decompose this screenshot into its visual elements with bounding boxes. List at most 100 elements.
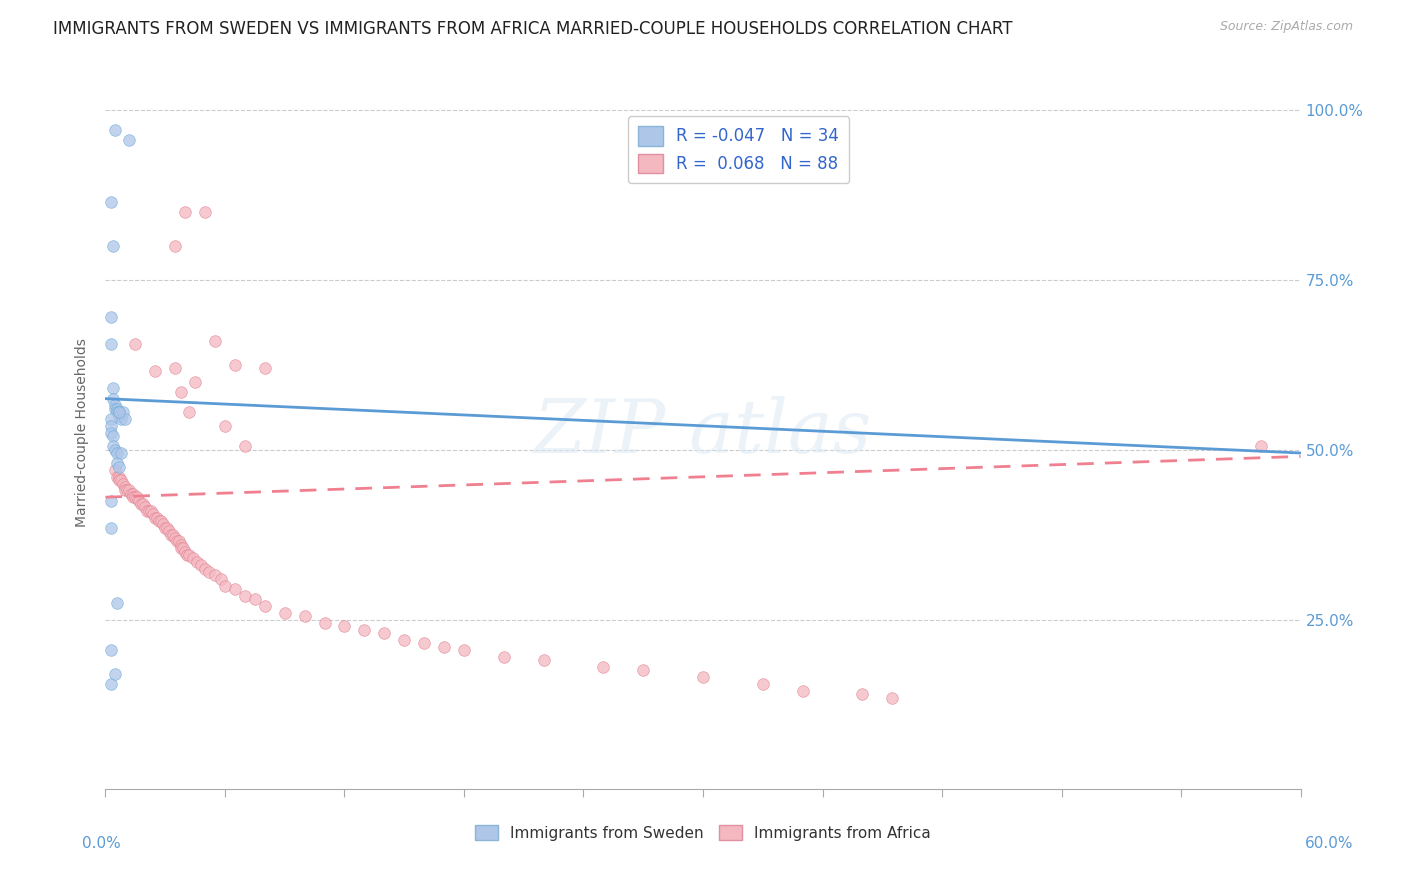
Point — [190, 558, 212, 573]
Point — [186, 555, 208, 569]
Point — [108, 405, 131, 419]
Point — [453, 643, 475, 657]
Point — [172, 541, 194, 556]
Point — [122, 490, 145, 504]
Point — [127, 490, 149, 504]
Point — [107, 446, 129, 460]
Point — [110, 446, 132, 460]
Point — [792, 684, 814, 698]
Point — [194, 204, 217, 219]
Point — [142, 507, 165, 521]
Point — [373, 626, 395, 640]
Point — [104, 399, 127, 413]
Point — [170, 538, 193, 552]
Point — [100, 194, 122, 209]
Point — [103, 439, 125, 453]
Point — [181, 551, 204, 566]
Point — [100, 643, 122, 657]
Legend: R = -0.047   N = 34, R =  0.068   N = 88: R = -0.047 N = 34, R = 0.068 N = 88 — [627, 116, 849, 183]
Text: IMMIGRANTS FROM SWEDEN VS IMMIGRANTS FROM AFRICA MARRIED-COUPLE HOUSEHOLDS CORRE: IMMIGRANTS FROM SWEDEN VS IMMIGRANTS FRO… — [53, 20, 1012, 37]
Point — [224, 582, 246, 596]
Point — [114, 483, 136, 498]
Point — [243, 592, 266, 607]
Point — [117, 483, 139, 498]
Point — [174, 204, 197, 219]
Point — [104, 401, 127, 416]
Point — [170, 384, 193, 399]
Point — [204, 568, 226, 582]
Point — [104, 442, 127, 457]
Point — [107, 470, 129, 484]
Point — [167, 534, 190, 549]
Point — [108, 405, 131, 419]
Point — [108, 473, 131, 487]
Point — [692, 670, 714, 684]
Point — [314, 615, 336, 630]
Point — [198, 565, 221, 579]
Point — [273, 606, 295, 620]
Point — [214, 578, 236, 592]
Point — [392, 632, 416, 647]
Point — [124, 337, 146, 351]
Point — [110, 473, 132, 487]
Point — [194, 561, 217, 575]
Point — [148, 514, 170, 528]
Point — [114, 480, 136, 494]
Point — [157, 524, 180, 538]
Point — [104, 123, 127, 137]
Point — [413, 636, 436, 650]
Text: ZIP atlas: ZIP atlas — [534, 396, 872, 469]
Point — [132, 497, 155, 511]
Point — [108, 409, 131, 423]
Point — [150, 514, 173, 528]
Point — [433, 640, 456, 654]
Legend: Immigrants from Sweden, Immigrants from Africa: Immigrants from Sweden, Immigrants from … — [470, 819, 936, 847]
Point — [118, 483, 141, 498]
Point — [165, 361, 187, 376]
Point — [143, 510, 166, 524]
Point — [129, 497, 153, 511]
Point — [103, 429, 125, 443]
Point — [224, 358, 246, 372]
Point — [138, 504, 160, 518]
Point — [134, 500, 156, 515]
Point — [633, 664, 655, 678]
Point — [165, 531, 187, 545]
Point — [214, 418, 236, 433]
Point — [103, 238, 125, 252]
Point — [533, 653, 555, 667]
Point — [104, 463, 127, 477]
Point — [492, 649, 515, 664]
Point — [100, 493, 122, 508]
Point — [162, 527, 184, 541]
Point — [103, 392, 125, 406]
Point — [152, 517, 174, 532]
Point — [170, 541, 193, 556]
Point — [128, 493, 150, 508]
Point — [122, 487, 145, 501]
Point — [204, 334, 226, 348]
Point — [100, 425, 122, 440]
Point — [136, 504, 159, 518]
Point — [209, 572, 232, 586]
Point — [165, 238, 187, 252]
Point — [882, 690, 904, 705]
Point — [141, 504, 163, 518]
Text: 0.0%: 0.0% — [82, 836, 121, 851]
Point — [107, 401, 129, 416]
Point — [353, 623, 375, 637]
Point — [253, 599, 276, 613]
Point — [118, 133, 141, 147]
Point — [100, 418, 122, 433]
Point — [592, 660, 614, 674]
Point — [114, 412, 136, 426]
Point — [156, 521, 179, 535]
Point — [233, 439, 256, 453]
Text: Source: ZipAtlas.com: Source: ZipAtlas.com — [1219, 20, 1353, 33]
Point — [108, 459, 131, 474]
Point — [124, 490, 146, 504]
Point — [100, 521, 122, 535]
Point — [103, 381, 125, 395]
Point — [177, 548, 201, 562]
Point — [166, 534, 188, 549]
